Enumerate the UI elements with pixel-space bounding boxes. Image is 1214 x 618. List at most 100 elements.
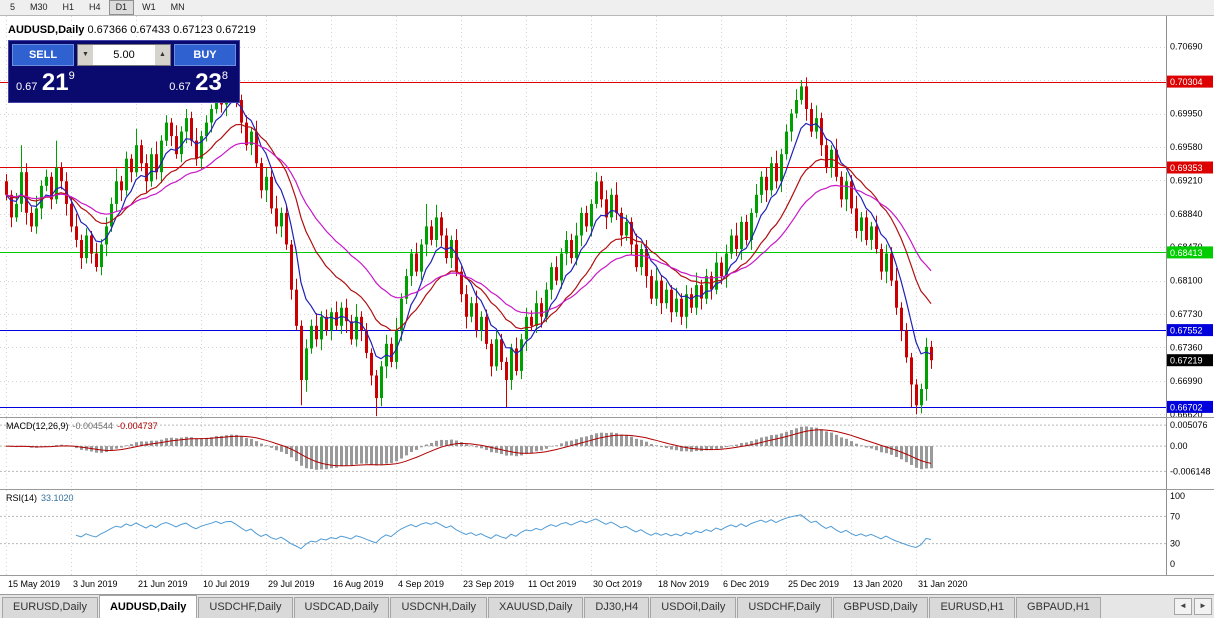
time-axis-label: 18 Nov 2019: [658, 579, 710, 589]
rsi-grid: [0, 490, 1166, 575]
chart-tab-USDCAD-Daily[interactable]: USDCAD,Daily: [293, 597, 390, 618]
moving-averages-layer: [5, 101, 932, 360]
time-axis-label: 4 Sep 2019: [398, 579, 445, 589]
chart-tab-DJ30-H4[interactable]: DJ30,H4: [584, 597, 650, 618]
timeframe-button-5[interactable]: 5: [10, 2, 16, 12]
volume-input[interactable]: 5.00: [113, 49, 135, 61]
chart-tab-USDCNH-Daily[interactable]: USDCNH,Daily: [390, 597, 488, 618]
chart-symbol-label: AUDUSD,Daily: [8, 24, 85, 36]
svg-text:0.67360: 0.67360: [1170, 343, 1203, 353]
macd-name: MACD(12,26,9): [6, 421, 69, 431]
price-axis[interactable]: 0.706900.703200.699500.695800.692100.688…: [1166, 16, 1214, 418]
svg-text:0.68100: 0.68100: [1170, 276, 1203, 286]
time-axis-label: 6 Dec 2019: [723, 579, 770, 589]
time-axis-label: 3 Jun 2019: [73, 579, 118, 589]
bid-pipette: 9: [68, 70, 75, 82]
main-chart-panel: 0.706900.703200.699500.695800.692100.688…: [0, 16, 1214, 418]
svg-text:0.67219: 0.67219: [1170, 356, 1203, 366]
timeframe-button-D1[interactable]: D1: [108, 0, 135, 15]
svg-text:-0.006148: -0.006148: [1170, 466, 1211, 476]
svg-text:0.005076: 0.005076: [1170, 420, 1208, 430]
svg-text:0: 0: [1170, 559, 1175, 569]
svg-text:70: 70: [1170, 511, 1180, 521]
svg-text:0.00: 0.00: [1170, 441, 1188, 451]
volume-increase-button[interactable]: ▲: [155, 45, 170, 65]
ask-big-digits: 23: [195, 69, 222, 96]
time-axis-label: 16 Aug 2019: [333, 579, 384, 589]
macd-signal-line: [5, 429, 932, 467]
macd-canvas[interactable]: 0.005076 0.00 -0.006148: [0, 418, 1214, 490]
volume-decrease-button[interactable]: ▼: [78, 45, 93, 65]
macd-axis[interactable]: 0.005076 0.00 -0.006148: [1166, 418, 1211, 489]
chart-tab-GBPAUD-H1[interactable]: GBPAUD,H1: [1016, 597, 1101, 618]
time-axis-label: 30 Oct 2019: [593, 579, 643, 589]
svg-text:0.67730: 0.67730: [1170, 309, 1203, 319]
svg-text:0.66990: 0.66990: [1170, 376, 1203, 386]
svg-text:100: 100: [1170, 491, 1185, 501]
candles-layer: [5, 77, 933, 417]
svg-text:0.69580: 0.69580: [1170, 142, 1203, 152]
timeframe-toolbar: 5 M30 H1 H4 D1 W1 MN: [0, 0, 1214, 16]
chart-tabs-bar: EURUSD,Daily AUDUSD,Daily USDCHF,Daily USDC…: [0, 594, 1214, 618]
time-axis-label: 11 Oct 2019: [528, 579, 577, 589]
svg-text:0.70304: 0.70304: [1170, 77, 1203, 87]
timeframe-button-M30[interactable]: M30: [30, 2, 48, 12]
time-axis-label: 10 Jul 2019: [203, 579, 250, 589]
macd-label: MACD(12,26,9) -0.004544 -0.004737: [6, 421, 158, 431]
ask-prefix: 0.67: [169, 81, 191, 93]
svg-text:0.69950: 0.69950: [1170, 109, 1203, 119]
rsi-line: [75, 514, 932, 550]
macd-main-value: -0.004544: [72, 421, 114, 431]
tabs-scroll-right-icon[interactable]: ►: [1194, 598, 1212, 615]
rsi-value: 33.1020: [41, 493, 74, 503]
macd-signal-value: -0.004737: [117, 421, 158, 431]
svg-text:30: 30: [1170, 539, 1180, 549]
chart-tab-EURUSD-Daily[interactable]: EURUSD,Daily: [2, 597, 98, 618]
chart-tab-GBPUSD-Daily[interactable]: GBPUSD,Daily: [832, 597, 929, 618]
time-axis-label: 29 Jul 2019: [268, 579, 315, 589]
bid-price: 0.67 219: [16, 69, 75, 97]
main-chart-canvas[interactable]: 0.706900.703200.699500.695800.692100.688…: [0, 16, 1214, 418]
rsi-name: RSI(14): [6, 493, 38, 503]
timeframe-button-W1[interactable]: W1: [142, 2, 156, 12]
buy-button[interactable]: BUY: [174, 44, 236, 66]
timeframe-button-H4[interactable]: H4: [89, 2, 101, 12]
tabs-navigation: ◄ ►: [1174, 598, 1212, 618]
time-axis[interactable]: 15 May 2019 3 Jun 2019 21 Jun 2019 10 Jul 2…: [0, 576, 1214, 594]
rsi-canvas[interactable]: 100 70 30 0: [0, 490, 1214, 576]
sell-button[interactable]: SELL: [12, 44, 74, 66]
timeframe-button-H1[interactable]: H1: [62, 2, 75, 12]
time-axis-label: 23 Sep 2019: [463, 579, 515, 589]
macd-histogram: [5, 426, 933, 470]
svg-text:0.70690: 0.70690: [1170, 42, 1203, 52]
chart-tab-AUDUSD-Daily[interactable]: AUDUSD,Daily: [98, 595, 198, 618]
support-resistance-lines[interactable]: [0, 82, 1166, 408]
macd-indicator-panel: 0.005076 0.00 -0.006148 MACD(12,26,9) -0.00…: [0, 418, 1214, 490]
macd-grid: [0, 418, 1166, 489]
rsi-indicator-panel: 100 70 30 0 RSI(14) 33.1020: [0, 490, 1214, 576]
timeframe-button-MN[interactable]: MN: [170, 2, 185, 12]
chart-tab-XAUUSD-Daily[interactable]: XAUUSD,Daily: [488, 597, 584, 618]
svg-text:0.68413: 0.68413: [1170, 248, 1203, 258]
svg-text:0.66702: 0.66702: [1170, 402, 1203, 412]
svg-text:0.67552: 0.67552: [1170, 326, 1203, 336]
ask-pipette: 8: [221, 70, 228, 82]
time-axis-label: 31 Jan 2020: [918, 579, 968, 589]
volume-stepper[interactable]: ▼ 5.00 ▲: [77, 44, 171, 66]
chart-tab-EURUSD-H1[interactable]: EURUSD,H1: [929, 597, 1016, 618]
chart-tab-USDCHF-Daily[interactable]: USDCHF,Daily: [737, 597, 832, 618]
tabs-scroll-left-icon[interactable]: ◄: [1174, 598, 1192, 615]
time-axis-label: 15 May 2019: [8, 579, 61, 589]
time-axis-label: 13 Jan 2020: [853, 579, 903, 589]
bid-big-digits: 21: [41, 69, 69, 96]
ask-price: 0.67 238: [169, 69, 228, 97]
chart-tab-USDCHF-Daily[interactable]: USDCHF,Daily: [198, 597, 293, 618]
chart-tabs-list: EURUSD,Daily AUDUSD,Daily USDCHF,Daily USDC…: [2, 595, 1102, 618]
time-axis-label: 21 Jun 2019: [138, 579, 188, 589]
chart-title: AUDUSD,Daily 0.67366 0.67433 0.67123 0.6…: [8, 24, 256, 36]
chart-tab-USDOil-Daily[interactable]: USDOil,Daily: [650, 597, 737, 618]
svg-text:0.69353: 0.69353: [1170, 163, 1203, 173]
one-click-trade-panel: SELL ▼ 5.00 ▲ BUY 0.67 219 0.67 238: [8, 40, 240, 103]
rsi-axis[interactable]: 100 70 30 0: [1166, 490, 1186, 575]
